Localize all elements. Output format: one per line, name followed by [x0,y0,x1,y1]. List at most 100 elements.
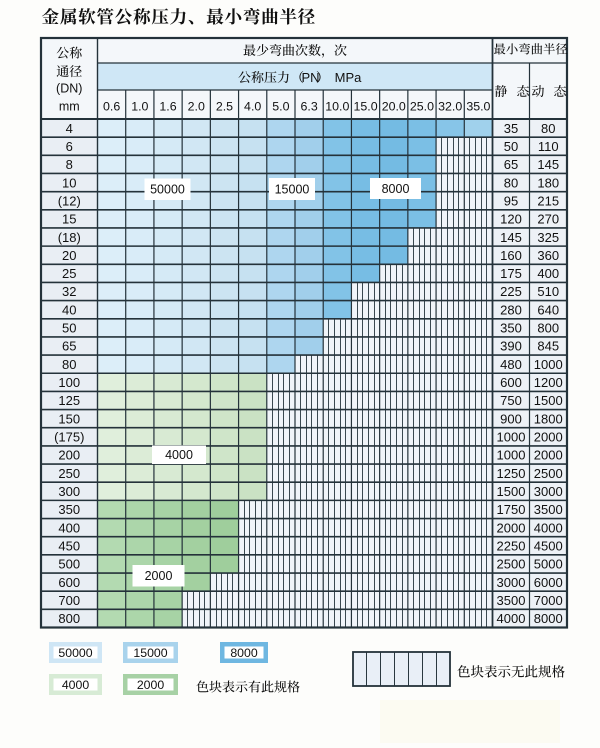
svg-text:40: 40 [62,302,76,317]
svg-text:400: 400 [537,266,559,281]
svg-text:35.0: 35.0 [466,100,490,114]
svg-text:360: 360 [537,248,559,263]
svg-text:1800: 1800 [534,411,563,426]
svg-text:(18): (18) [58,230,81,245]
svg-text:450: 450 [58,538,80,553]
svg-text:15000: 15000 [275,182,310,196]
svg-text:80: 80 [541,121,555,136]
svg-text:100: 100 [58,375,80,390]
svg-text:35: 35 [504,121,518,136]
svg-text:1000: 1000 [534,357,563,372]
svg-text:1750: 1750 [497,502,526,517]
svg-text:95: 95 [504,193,518,208]
svg-text:MPa: MPa [335,70,363,85]
svg-text:400: 400 [58,520,80,535]
svg-text:PN: PN [301,70,319,85]
svg-text:600: 600 [500,375,522,390]
svg-text:50: 50 [62,321,76,336]
svg-text:15: 15 [62,212,76,227]
svg-text:250: 250 [58,466,80,481]
svg-text:2000: 2000 [497,520,526,535]
svg-text:750: 750 [500,393,522,408]
svg-text:25: 25 [62,266,76,281]
svg-text:2000: 2000 [534,448,563,463]
svg-text:500: 500 [58,557,80,572]
svg-text:1500: 1500 [497,484,526,499]
svg-text:1.0: 1.0 [131,100,148,114]
svg-text:15000: 15000 [133,646,167,660]
svg-text:600: 600 [58,575,80,590]
svg-text:510: 510 [537,284,559,299]
svg-text:900: 900 [500,411,522,426]
svg-text:4000: 4000 [165,448,193,462]
svg-text:4500: 4500 [534,538,563,553]
svg-text:390: 390 [500,339,522,354]
svg-text:(12): (12) [58,193,81,208]
svg-text:32: 32 [62,284,76,299]
svg-text:4.0: 4.0 [244,100,261,114]
svg-text:2500: 2500 [534,466,563,481]
svg-text:1500: 1500 [534,393,563,408]
svg-text:5000: 5000 [534,557,563,572]
svg-text:8000: 8000 [230,646,258,660]
svg-text:350: 350 [58,502,80,517]
svg-text:800: 800 [537,321,559,336]
svg-text:270: 270 [537,212,559,227]
svg-text:4000: 4000 [534,520,563,535]
svg-text:20: 20 [62,248,76,263]
svg-text:50: 50 [504,139,518,154]
svg-text:3500: 3500 [534,502,563,517]
svg-text:0.6: 0.6 [103,100,120,114]
svg-text:50000: 50000 [58,646,92,660]
svg-text:200: 200 [58,448,80,463]
svg-text:800: 800 [58,611,80,626]
svg-text:480: 480 [500,357,522,372]
svg-text:2250: 2250 [497,538,526,553]
svg-text:8000: 8000 [382,182,410,196]
svg-text:350: 350 [500,321,522,336]
svg-text:2000: 2000 [145,569,173,583]
svg-text:65: 65 [504,157,518,172]
svg-text:215: 215 [537,193,559,208]
svg-text:640: 640 [537,302,559,317]
svg-text:10: 10 [62,175,76,190]
svg-text:280: 280 [500,302,522,317]
svg-text:25.0: 25.0 [410,100,434,114]
svg-text:50000: 50000 [150,183,185,197]
svg-text:145: 145 [537,157,559,172]
svg-text:3500: 3500 [497,593,526,608]
svg-text:110: 110 [538,139,559,154]
svg-text:2500: 2500 [497,557,526,572]
svg-text:2000: 2000 [137,678,165,692]
svg-text:3000: 3000 [534,484,563,499]
svg-text:mm: mm [59,100,80,114]
svg-text:325: 325 [537,230,559,245]
svg-text:(DN): (DN) [56,82,82,96]
svg-text:15.0: 15.0 [353,100,377,114]
svg-text:145: 145 [500,230,522,245]
svg-text:65: 65 [62,339,76,354]
svg-text:8: 8 [66,157,73,172]
svg-text:2.5: 2.5 [216,100,233,114]
svg-text:4000: 4000 [497,611,526,626]
svg-text:8000: 8000 [534,611,563,626]
svg-text:6000: 6000 [534,575,563,590]
svg-text:5.0: 5.0 [272,100,289,114]
svg-text:180: 180 [537,175,559,190]
svg-text:225: 225 [500,284,522,299]
svg-text:4: 4 [66,121,73,136]
svg-text:2000: 2000 [534,430,563,445]
svg-text:845: 845 [537,339,559,354]
svg-text:1250: 1250 [497,466,526,481]
svg-text:150: 150 [58,411,80,426]
svg-text:80: 80 [504,175,518,190]
svg-text:7000: 7000 [534,593,563,608]
svg-text:700: 700 [58,593,80,608]
svg-text:(175): (175) [54,430,84,445]
svg-text:4000: 4000 [62,678,90,692]
svg-text:125: 125 [58,393,80,408]
svg-text:6: 6 [66,139,73,154]
svg-text:20.0: 20.0 [382,100,406,114]
svg-text:6.3: 6.3 [300,100,317,114]
svg-text:10.0: 10.0 [325,100,349,114]
